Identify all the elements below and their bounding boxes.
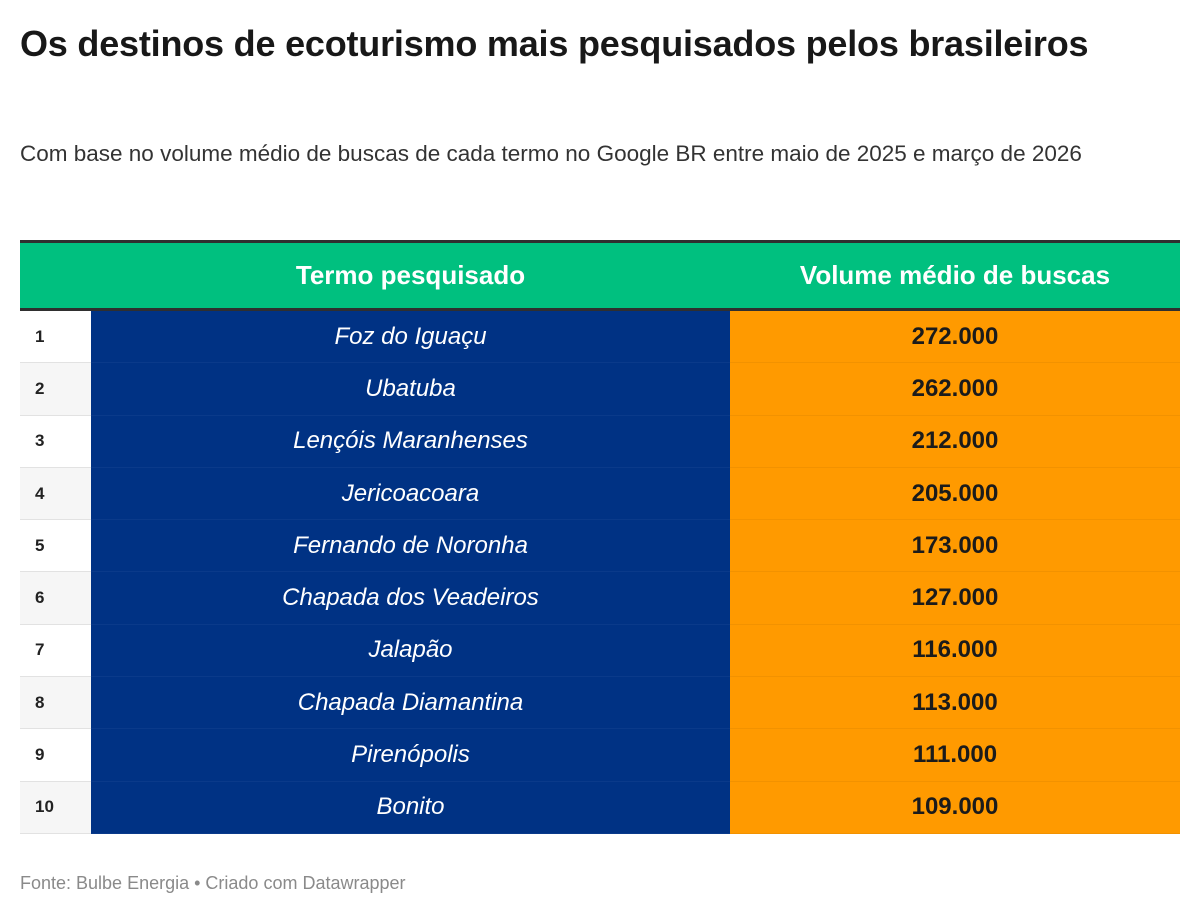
volume-cell: 262.000	[730, 363, 1180, 416]
volume-cell: 109.000	[730, 781, 1180, 834]
volume-cell: 205.000	[730, 467, 1180, 521]
rank-cell: 2	[20, 363, 91, 416]
volume-cell: 272.000	[730, 311, 1180, 364]
chart-subtitle: Com base no volume médio de buscas de ca…	[20, 141, 1082, 166]
table-row: 10 Bonito 109.000	[20, 781, 1180, 834]
term-cell: Jericoacoara	[91, 467, 730, 521]
table-row: 3 Lençóis Maranhenses 212.000	[20, 415, 1180, 468]
term-cell: Chapada Diamantina	[91, 677, 730, 730]
term-cell: Ubatuba	[91, 363, 730, 416]
rank-cell: 6	[20, 572, 91, 625]
table-body: 1 Foz do Iguaçu 272.000 2 Ubatuba 262.000 3 Len…	[20, 311, 1180, 834]
header-volume: Volume médio de buscas	[799, 260, 1111, 290]
term-cell: Fernando de Noronha	[91, 520, 730, 573]
rank-cell: 1	[20, 311, 91, 364]
header-rank	[20, 243, 91, 308]
rank-cell: 7	[20, 624, 91, 678]
table-row: 8 Chapada Diamantina 113.000	[20, 677, 1180, 730]
term-cell: Chapada dos Veadeiros	[91, 572, 730, 625]
volume-cell: 127.000	[730, 572, 1180, 625]
header-term: Termo pesquisado	[295, 260, 526, 290]
volume-cell: 212.000	[730, 415, 1180, 468]
term-cell: Bonito	[91, 781, 730, 834]
chart-title: Os destinos de ecoturismo mais pesquisad…	[20, 23, 1089, 64]
table-row: 9 Pirenópolis 111.000	[20, 729, 1180, 782]
rank-cell: 8	[20, 677, 91, 730]
volume-cell: 113.000	[730, 677, 1180, 730]
term-cell: Foz do Iguaçu	[91, 311, 730, 364]
source-footer: Fonte: Bulbe Energia • Criado com Datawr…	[20, 873, 406, 893]
rank-cell: 10	[20, 781, 91, 834]
table-row: 6 Chapada dos Veadeiros 127.000	[20, 572, 1180, 625]
term-cell: Pirenópolis	[91, 729, 730, 782]
rank-cell: 9	[20, 729, 91, 782]
table-row: 1 Foz do Iguaçu 272.000	[20, 311, 1180, 364]
rank-cell: 5	[20, 520, 91, 573]
volume-cell: 173.000	[730, 520, 1180, 573]
volume-cell: 116.000	[730, 624, 1180, 678]
data-table: Termo pesquisado Volume médio de buscas …	[20, 240, 1180, 834]
term-cell: Lençóis Maranhenses	[91, 415, 730, 468]
rank-cell: 3	[20, 415, 91, 468]
table-row: 2 Ubatuba 262.000	[20, 363, 1180, 416]
table-row: 4 Jericoacoara 205.000	[20, 467, 1180, 521]
table-row: 7 Jalapão 116.000	[20, 624, 1180, 678]
table-header: Termo pesquisado Volume médio de buscas	[20, 243, 1180, 311]
volume-cell: 111.000	[730, 729, 1180, 782]
rank-cell: 4	[20, 467, 91, 521]
table-row: 5 Fernando de Noronha 173.000	[20, 520, 1180, 573]
term-cell: Jalapão	[91, 624, 730, 678]
